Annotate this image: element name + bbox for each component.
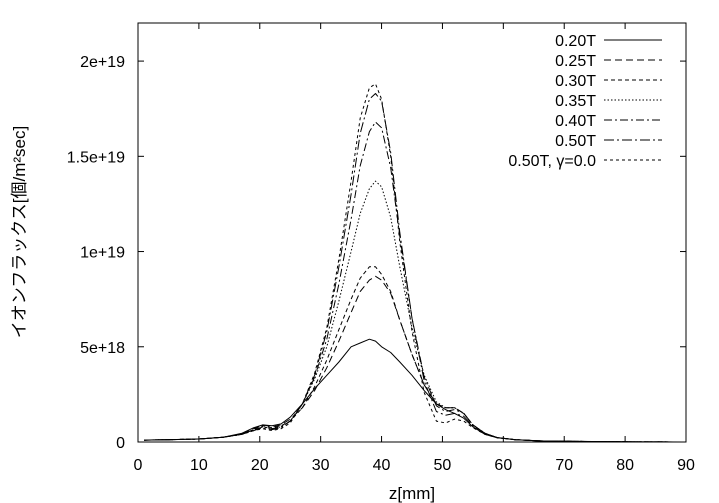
y-tick-label: 2e+19: [80, 54, 125, 71]
y-tick-label: 5e+18: [80, 340, 125, 357]
y-axis-label: イオンフラックス[個/m²sec]: [10, 126, 29, 338]
series-line-7: [144, 83, 687, 443]
y-tick-label: 1.5e+19: [67, 149, 125, 166]
series-line-3: [144, 266, 687, 443]
x-tick-label: 60: [494, 457, 512, 474]
series-line-4: [144, 180, 687, 443]
y-tick-label: 1e+19: [80, 245, 125, 262]
legend-label: 0.50T, γ=0.0: [508, 153, 596, 170]
axis-ticks: 0 10 20 30 40 50 60 70 80 90 0 5e+18 1e+19 1.5e+19 2e+…: [67, 23, 695, 474]
series-line-2: [144, 275, 687, 443]
y-tick-label: 0: [116, 435, 125, 452]
series-line-6: [144, 93, 687, 443]
legend-label: 0.25T: [555, 53, 596, 70]
x-tick-label: 80: [616, 457, 634, 474]
x-tick-label: 70: [555, 457, 573, 474]
x-tick-label: 30: [312, 457, 330, 474]
legend-label: 0.20T: [555, 33, 596, 50]
series-line-5: [144, 121, 687, 443]
legend-label: 0.30T: [555, 73, 596, 90]
x-tick-label: 20: [251, 457, 269, 474]
plot-frame: [137, 22, 687, 443]
x-tick-label: 40: [373, 457, 391, 474]
series-line-1: [144, 338, 687, 443]
legend: 0.20T 0.25T 0.30T 0.35T 0.40T 0.50T 0.50T, γ=0…: [508, 33, 662, 170]
x-tick-label: 10: [190, 457, 208, 474]
x-tick-label: 50: [434, 457, 452, 474]
legend-label: 0.50T: [555, 133, 596, 150]
x-tick-label: 90: [677, 457, 695, 474]
plot-series: [144, 83, 687, 443]
legend-label: 0.35T: [555, 93, 596, 110]
legend-label: 0.40T: [555, 113, 596, 130]
x-tick-label: 0: [134, 457, 143, 474]
x-axis-label: z[mm]: [389, 484, 435, 503]
